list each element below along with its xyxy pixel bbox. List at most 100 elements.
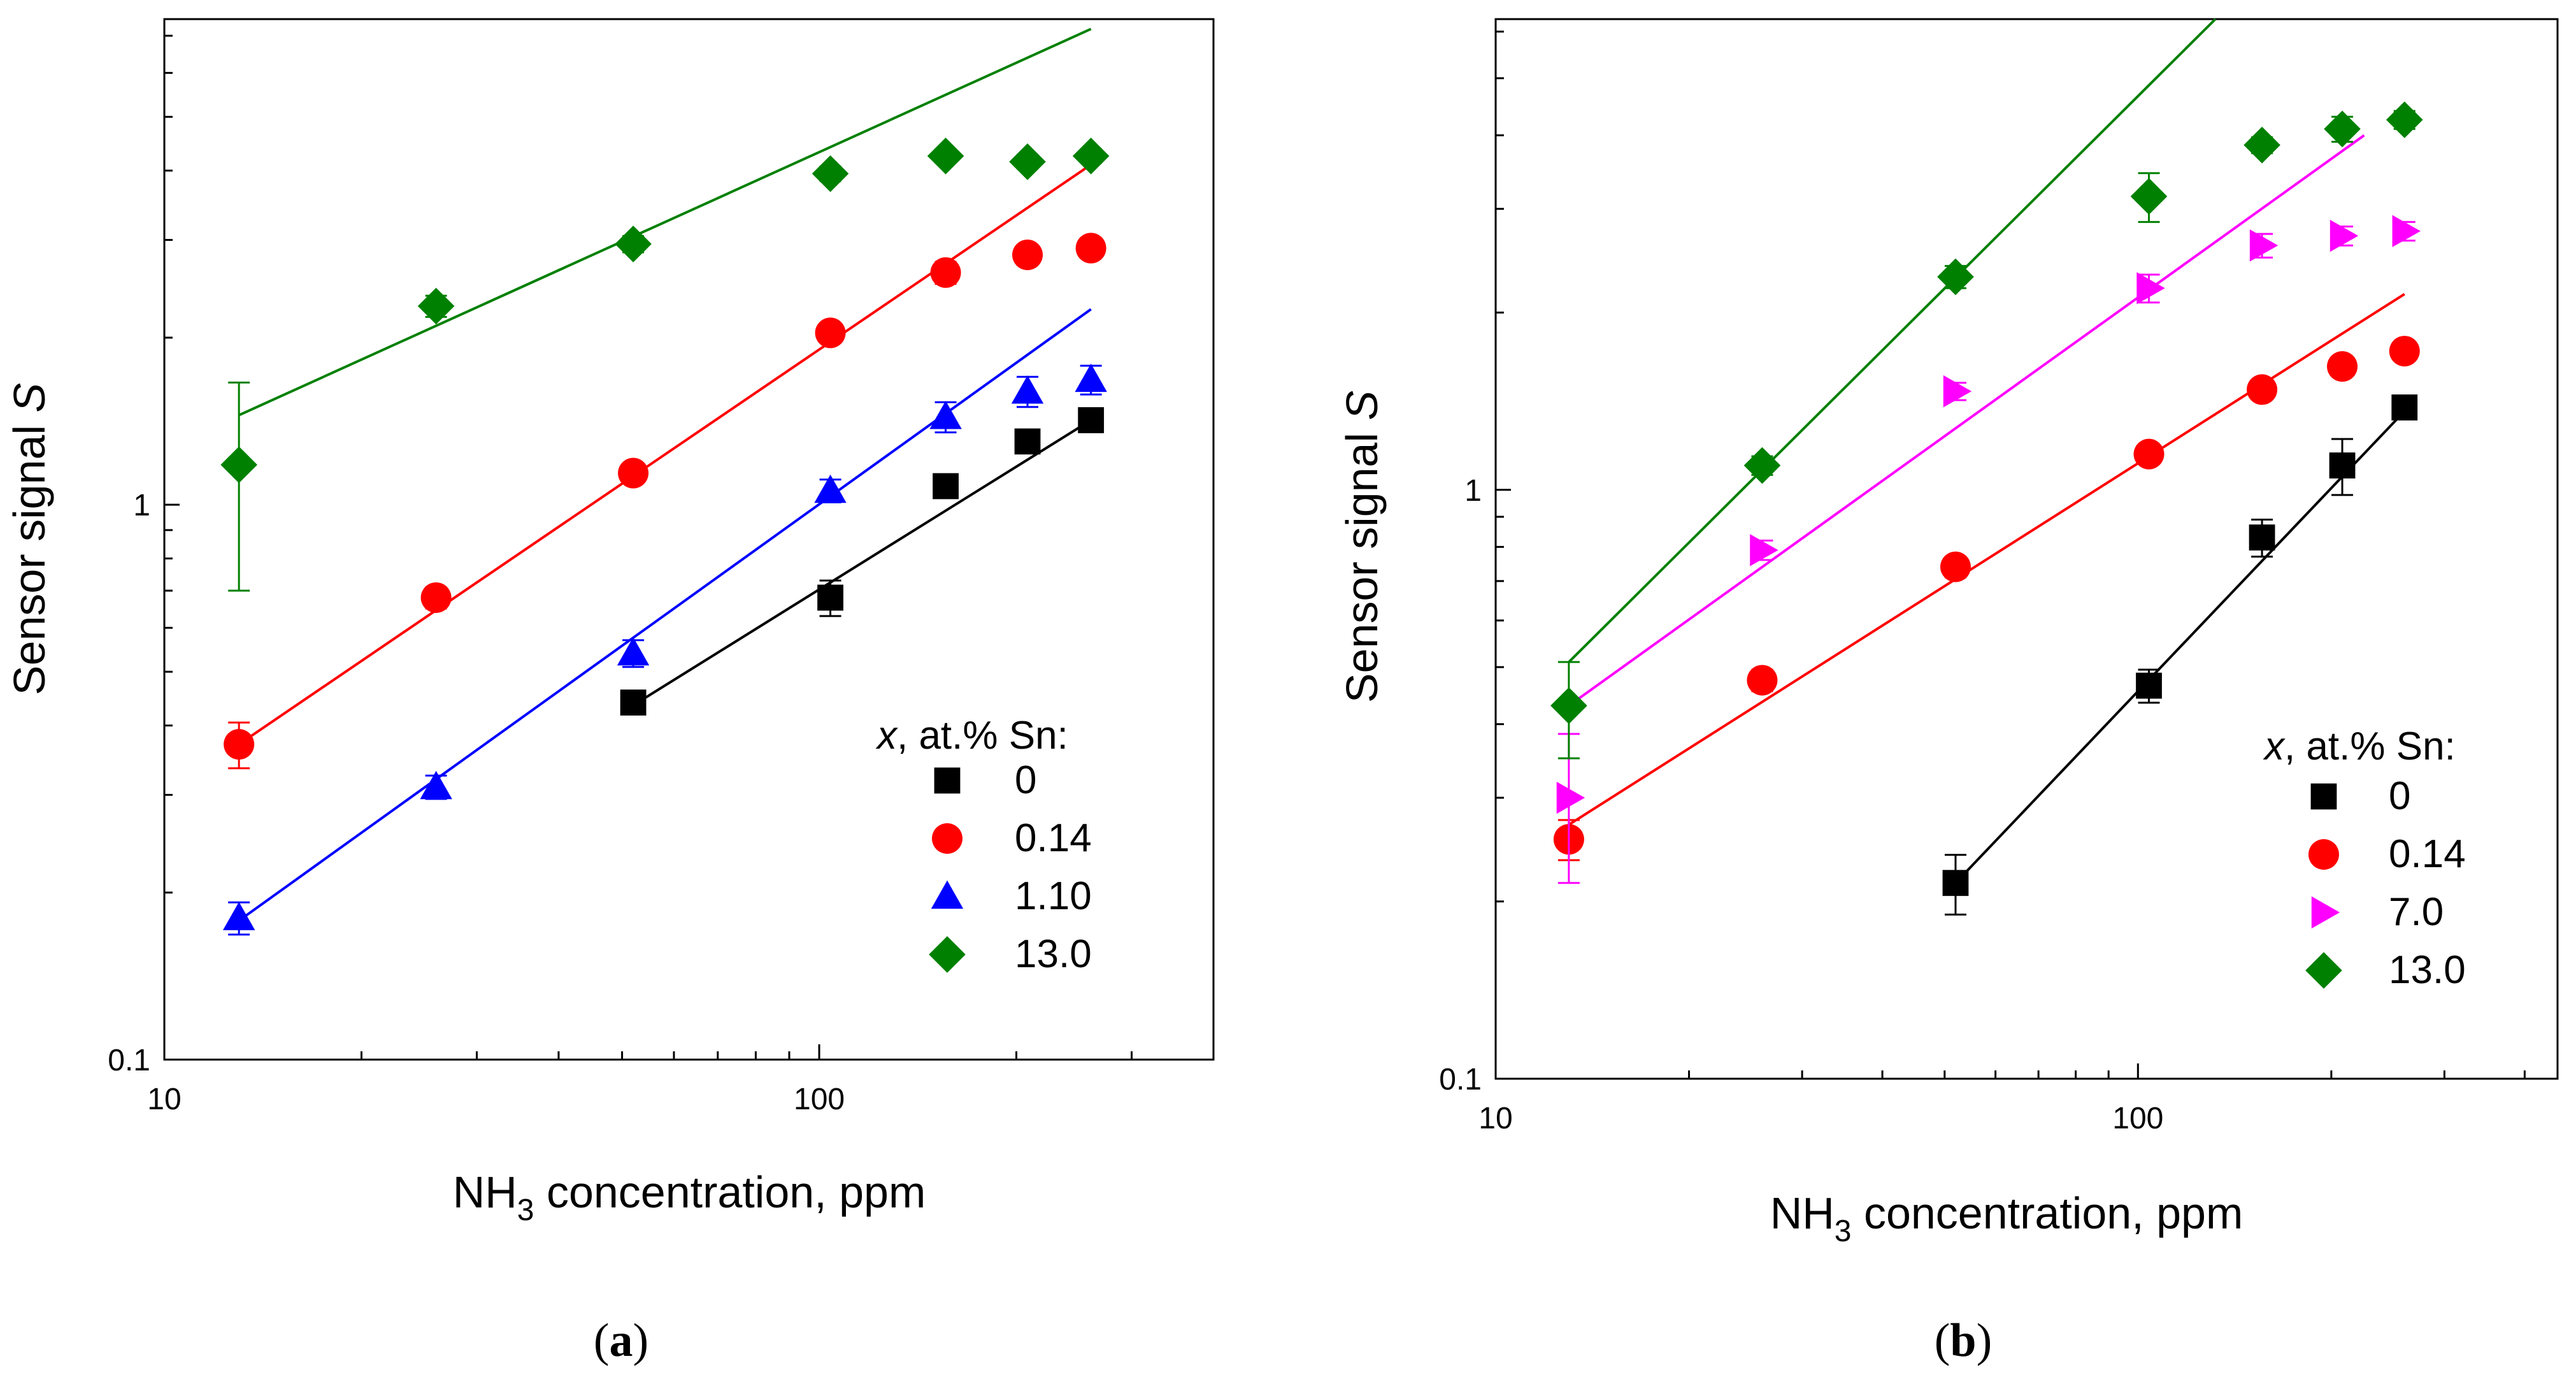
series-7-0	[1556, 134, 2421, 884]
data-point	[815, 317, 846, 349]
fit-line	[238, 163, 1092, 745]
legend-title: x, at.% Sn:	[2263, 724, 2456, 768]
y-tick-label: 0.1	[108, 1044, 150, 1077]
data-point	[1750, 534, 1778, 566]
data-point	[1550, 687, 1587, 724]
y-tick-label: 1	[1464, 474, 1482, 508]
data-point	[2136, 272, 2165, 305]
chart-panel-a: 10 100 0.1 1 NH3 concentration, ppm Sensor si…	[4, 18, 1215, 1367]
data-point	[1014, 428, 1041, 455]
data-point	[615, 226, 652, 263]
legend-label: 7.0	[2389, 890, 2444, 934]
data-point	[1009, 143, 1046, 180]
data-point	[817, 584, 843, 611]
data-point	[1942, 870, 1969, 896]
fit-line	[238, 308, 1092, 922]
data-point	[812, 155, 849, 192]
data-point	[1556, 781, 1585, 814]
y-tick-label: 1	[133, 489, 150, 522]
x-tick-label: 10	[147, 1083, 181, 1116]
legend: x, at.% Sn: 0 0.14 7.0 13.0	[2263, 724, 2466, 992]
data-point	[1937, 258, 1974, 296]
legend-label: 0	[1015, 758, 1036, 802]
x-tick-label: 10	[1478, 1102, 1512, 1135]
panel-label: (b)	[1935, 1314, 1992, 1367]
legend-marker	[932, 823, 962, 854]
data-point	[2386, 101, 2423, 138]
data-point	[1075, 233, 1106, 264]
data-point	[2136, 672, 2162, 699]
legend-title: x, at.% Sn:	[875, 714, 1068, 758]
data-point	[1072, 138, 1110, 175]
data-point	[2130, 178, 2168, 215]
data-point	[618, 457, 649, 489]
legend-label: 1.10	[1015, 874, 1092, 918]
y-axis-title: Sensor signal S	[1337, 391, 1387, 703]
panel-label: (a)	[594, 1314, 648, 1367]
legend-label: 0.14	[2389, 832, 2466, 876]
data-point	[2249, 229, 2279, 262]
x-axis-ticks	[163, 1044, 1215, 1060]
y-tick-label: 0.1	[1439, 1063, 1482, 1097]
data-point	[222, 902, 255, 930]
series-1-10	[222, 308, 1107, 936]
y-axis-ticks	[164, 34, 180, 1061]
data-point	[930, 257, 961, 288]
series-0-14	[224, 163, 1106, 770]
data-point	[1940, 551, 1971, 582]
series-0	[1942, 394, 2418, 916]
data-point	[2329, 219, 2359, 252]
y-axis-ticks	[1496, 31, 1511, 1080]
x-tick-label: 100	[794, 1083, 845, 1116]
data-point	[2243, 126, 2280, 164]
legend: x, at.% Sn:0 0.14 1.10 13.0	[875, 714, 1092, 976]
series-0	[620, 407, 1105, 716]
data-point	[814, 474, 847, 503]
fit-line	[633, 419, 1092, 707]
data-point	[1011, 375, 1044, 404]
x-tick-label: 100	[2112, 1102, 2163, 1135]
data-point	[1747, 665, 1778, 696]
data-point	[2247, 374, 2278, 405]
legend-marker	[931, 880, 964, 909]
data-point	[220, 446, 257, 484]
legend-label: 13.0	[2389, 948, 2466, 992]
fit-line	[1568, 134, 2365, 707]
data-point	[929, 400, 962, 429]
data-point	[224, 729, 255, 760]
series-13-0	[1550, 18, 2423, 759]
data-point	[1743, 447, 1781, 484]
legend-marker	[2305, 952, 2342, 989]
x-axis-ticks	[1494, 1063, 2526, 1079]
legend-marker	[929, 936, 966, 973]
data-point	[2389, 336, 2420, 367]
legend-marker	[934, 767, 961, 794]
data-point	[927, 138, 964, 175]
fit-line	[1954, 410, 2406, 884]
x-axis-title: NH3 concentration, ppm	[453, 1167, 926, 1227]
data-point	[2249, 524, 2275, 551]
legend-marker	[2311, 896, 2340, 929]
fit-line	[238, 27, 1092, 417]
data-point	[1012, 239, 1043, 270]
data-point	[417, 287, 455, 325]
plot-frame	[1494, 18, 2559, 1080]
data-point	[420, 582, 452, 613]
data-point	[620, 689, 647, 716]
data-point	[2329, 452, 2356, 479]
data-point	[420, 770, 452, 800]
data-point	[2392, 215, 2421, 247]
legend-label: 0	[2389, 774, 2410, 818]
data-point	[2324, 110, 2361, 148]
legend-marker	[2310, 783, 2337, 810]
series-13-0	[220, 27, 1110, 592]
legend-marker	[2308, 839, 2339, 870]
data-point	[933, 473, 959, 500]
data-point	[1943, 375, 1972, 408]
data-point	[2391, 394, 2418, 421]
chart-panel-b: 10 100 0.1 1 NH3 concentration, ppm Sensor si…	[1337, 18, 2559, 1367]
x-axis-title: NH3 concentration, ppm	[1770, 1188, 2243, 1248]
y-axis-title: Sensor signal S	[4, 383, 54, 695]
data-point	[2133, 438, 2165, 470]
